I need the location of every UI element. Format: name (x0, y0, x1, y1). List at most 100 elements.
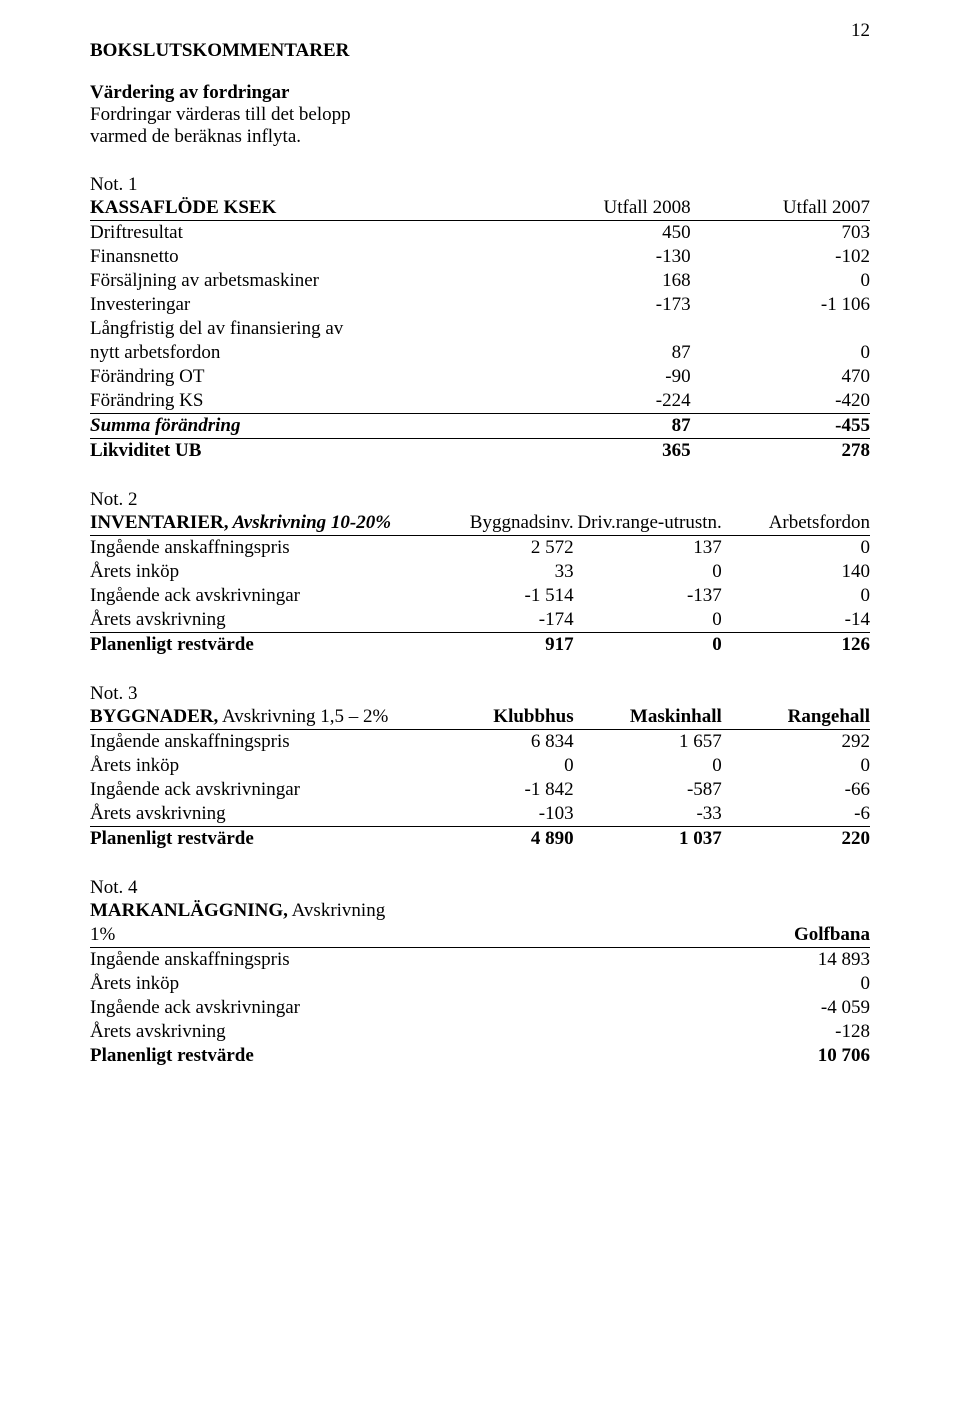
row-label: Finansnetto (90, 245, 519, 269)
row-value: 33 (418, 560, 574, 584)
column-header: Rangehall (722, 705, 870, 730)
row-label: Årets inköp (90, 754, 418, 778)
intro-block: Värdering av fordringar Fordringar värde… (90, 82, 870, 148)
row-value: 220 (722, 827, 870, 852)
markanlaggning-table: MARKANLÄGGNING, Avskrivning 1% Golfbana … (90, 899, 870, 1068)
table-row: Ingående ack avskrivningar-4 059 (90, 996, 870, 1020)
row-value: 0 (418, 754, 574, 778)
table-row: Årets inköp000 (90, 754, 870, 778)
row-value: 0 (574, 754, 722, 778)
row-label: Summa förändring (90, 414, 519, 439)
table-row: nytt arbetsfordon870 (90, 341, 870, 365)
row-value: -33 (574, 802, 722, 827)
row-label: Planenligt restvärde (90, 1044, 647, 1068)
row-value: 0 (691, 341, 870, 365)
row-value: 4 890 (418, 827, 574, 852)
row-value: 0 (722, 754, 870, 778)
note-label: Not. 2 (90, 489, 870, 511)
table-heading: BYGGNADER, (90, 706, 218, 727)
row-value: 917 (418, 633, 574, 658)
row-label: Investeringar (90, 293, 519, 317)
row-value: -1 106 (691, 293, 870, 317)
row-label: Ingående anskaffningspris (90, 536, 418, 561)
row-label: Årets inköp (90, 560, 418, 584)
row-value: -1 514 (418, 584, 574, 608)
table-heading-italic: Avskrivning 10-20% (228, 512, 391, 533)
row-value: 137 (574, 536, 722, 561)
row-value (519, 317, 691, 341)
row-value: 87 (519, 414, 691, 439)
kassaflode-tbody: KASSAFLÖDE KSEK Utfall 2008 Utfall 2007 … (90, 196, 870, 463)
column-header: Arbetsfordon (722, 511, 870, 536)
row-label: Ingående anskaffningspris (90, 948, 647, 973)
row-value: 470 (691, 365, 870, 389)
row-value: 0 (574, 633, 722, 658)
byggnader-table: BYGGNADER, Avskrivning 1,5 – 2% Klubbhus… (90, 705, 870, 851)
table-header-row: INVENTARIER, Avskrivning 10-20% Byggnads… (90, 511, 870, 536)
page-number: 12 (851, 20, 870, 42)
row-value: 87 (519, 341, 691, 365)
table-header-row: MARKANLÄGGNING, Avskrivning (90, 899, 870, 923)
row-value: 1 037 (574, 827, 722, 852)
row-value: -128 (647, 1020, 870, 1044)
row-value: -102 (691, 245, 870, 269)
table-result-row: Planenligt restvärde10 706 (90, 1044, 870, 1068)
row-value: 703 (691, 221, 870, 246)
table-result-row: Likviditet UB365278 (90, 439, 870, 464)
column-header: Byggnadsinv. (418, 511, 574, 536)
table-row: Ingående ack avskrivningar-1 514-1370 (90, 584, 870, 608)
row-label: Ingående ack avskrivningar (90, 996, 647, 1020)
row-value: 292 (722, 730, 870, 755)
row-value: 6 834 (418, 730, 574, 755)
row-label: Årets avskrivning (90, 802, 418, 827)
row-label: Planenligt restvärde (90, 827, 418, 852)
table-row: Förändring OT-90470 (90, 365, 870, 389)
row-value: -137 (574, 584, 722, 608)
row-label: Planenligt restvärde (90, 633, 418, 658)
row-value: 450 (519, 221, 691, 246)
row-value (691, 317, 870, 341)
row-value: -4 059 (647, 996, 870, 1020)
table-row: Ingående anskaffningspris2 5721370 (90, 536, 870, 561)
row-value: 2 572 (418, 536, 574, 561)
table-row: Årets avskrivning-1740-14 (90, 608, 870, 633)
row-label: Ingående anskaffningspris (90, 730, 418, 755)
column-header: Klubbhus (418, 705, 574, 730)
row-value: 0 (647, 972, 870, 996)
row-value: -174 (418, 608, 574, 633)
table-row: Finansnetto-130-102 (90, 245, 870, 269)
row-label: Driftresultat (90, 221, 519, 246)
row-value: 126 (722, 633, 870, 658)
row-value: -90 (519, 365, 691, 389)
table-heading-tail: Avskrivning 1,5 – 2% (218, 706, 388, 727)
table-row: Årets avskrivning-128 (90, 1020, 870, 1044)
row-label: Förändring OT (90, 365, 519, 389)
row-value: 14 893 (647, 948, 870, 973)
row-label: Ingående ack avskrivningar (90, 584, 418, 608)
column-header: Golfbana (647, 923, 870, 948)
row-label: Likviditet UB (90, 439, 519, 464)
table-heading: KASSAFLÖDE KSEK (90, 197, 276, 218)
column-header: Utfall 2008 (519, 196, 691, 221)
row-value: -455 (691, 414, 870, 439)
row-value: 0 (722, 584, 870, 608)
inventarier-table: INVENTARIER, Avskrivning 10-20% Byggnads… (90, 511, 870, 657)
row-value: -130 (519, 245, 691, 269)
row-value: -66 (722, 778, 870, 802)
row-value: -14 (722, 608, 870, 633)
kassaflode-table: KASSAFLÖDE KSEK Utfall 2008 Utfall 2007 … (90, 196, 870, 463)
row-value: -103 (418, 802, 574, 827)
row-value: 1 657 (574, 730, 722, 755)
column-header: Maskinhall (574, 705, 722, 730)
note-3-block: Not. 3 BYGGNADER, Avskrivning 1,5 – 2% K… (90, 683, 870, 851)
row-label: Långfristig del av finansiering av (90, 317, 519, 341)
table-row: Investeringar-173-1 106 (90, 293, 870, 317)
note-1-block: Not. 1 KASSAFLÖDE KSEK Utfall 2008 Utfal… (90, 174, 870, 463)
column-header: Utfall 2007 (691, 196, 870, 221)
row-label: Förändring KS (90, 389, 519, 414)
markanlaggning-tbody: MARKANLÄGGNING, Avskrivning 1% Golfbana … (90, 899, 870, 1068)
row-value: 278 (691, 439, 870, 464)
table-row: Driftresultat450703 (90, 221, 870, 246)
table-row: Långfristig del av finansiering av (90, 317, 870, 341)
intro-heading: Värdering av fordringar (90, 82, 870, 104)
